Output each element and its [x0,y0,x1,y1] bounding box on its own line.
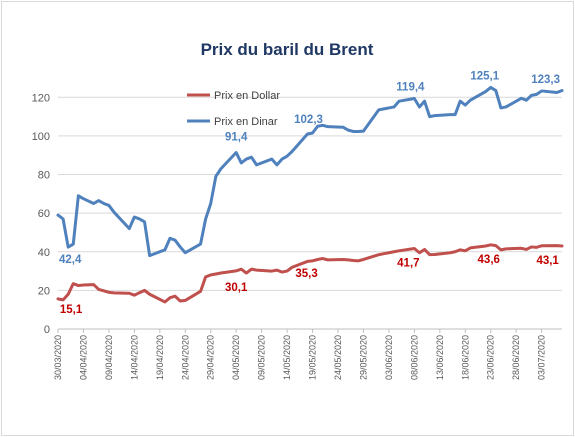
y-tick-label: 0 [44,324,50,336]
axes: 0 20 40 60 80 100 120 30/03/2020 04/04/2020 09/04… [32,92,562,380]
x-tick-label: 18/06/2020 [460,335,470,380]
data-label-dollar: 30,1 [225,282,248,294]
x-tick-label: 30/03/2020 [53,335,63,380]
x-tick-label: 14/05/2020 [282,335,292,380]
x-tick-label: 19/05/2020 [308,335,318,380]
x-tick-label: 24/05/2020 [333,335,343,380]
x-tick-label: 09/04/2020 [104,335,114,380]
data-label-dollar: 43,1 [536,255,559,267]
data-label-dinar: 42,4 [59,254,82,266]
series-line-dollar [56,243,564,304]
data-label-dollar: 15,1 [60,304,83,316]
data-label-dinar: 91,4 [225,132,248,144]
series-line-dinar [56,85,564,258]
x-tick-label: 28/06/2020 [511,335,521,380]
x-tick-label: 03/07/2020 [537,335,547,380]
x-tick-label: 23/06/2020 [486,335,496,380]
data-label-dinar: 125,1 [470,70,499,82]
x-tick-label: 13/06/2020 [435,335,445,380]
x-tick-label: 29/04/2020 [206,335,216,380]
x-tick-label: 04/05/2020 [231,335,241,380]
data-label-dollar: 43,6 [478,254,500,266]
x-tick-label: 09/05/2020 [257,335,267,380]
x-tick-label: 19/04/2020 [155,335,165,380]
data-labels: 15,1 30,1 35,3 41,7 43,6 43,1 42,4 91,4 102,3 119… [59,70,560,315]
x-tick-label: 29/05/2020 [358,335,368,380]
series-lines [56,85,564,304]
legend: Prix en Dollar Prix en Dinar [187,90,280,128]
x-tick-label: 14/04/2020 [129,335,139,380]
y-tick-label: 20 [38,285,50,297]
data-label-dollar: 41,7 [397,257,419,269]
data-label-dinar: 102,3 [294,114,323,126]
y-tick-label: 80 [38,170,50,182]
legend-label-dollar: Prix en Dollar [214,90,280,102]
chart-title: Prix du baril du Brent [201,40,374,59]
data-label-dollar: 35,3 [295,268,317,280]
x-tick-label: 24/04/2020 [180,335,190,380]
x-tick-label: 04/04/2020 [78,335,88,380]
legend-label-dinar: Prix en Dinar [214,116,278,128]
y-tick-label: 40 [38,247,50,259]
data-label-dinar: 119,4 [396,81,425,93]
y-tick-label: 100 [32,131,50,143]
x-tick-label: 08/06/2020 [409,335,419,380]
x-tick-label: 03/06/2020 [384,335,394,380]
y-tick-label: 60 [38,208,50,220]
y-tick-label: 120 [32,92,50,104]
data-label-dinar: 123,3 [531,74,560,86]
